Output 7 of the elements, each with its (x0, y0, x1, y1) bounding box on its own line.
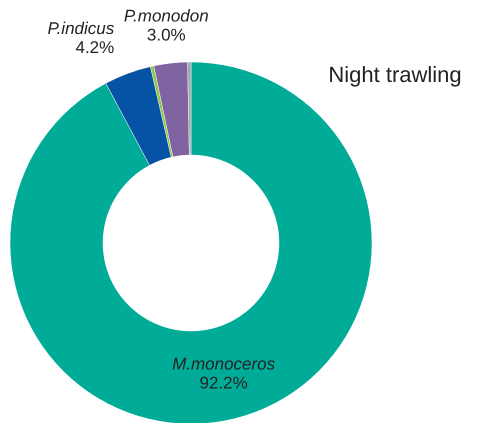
data-label: 4.2% (75, 38, 114, 57)
slice-label: P.indicus (47, 18, 115, 38)
slice-label: M.monoceros (172, 354, 276, 374)
data-label: 3.0% (146, 25, 186, 44)
text: Night trawling (328, 62, 462, 87)
slice-label: P.monodon (124, 6, 209, 26)
data-label: 92.2% (200, 373, 248, 392)
